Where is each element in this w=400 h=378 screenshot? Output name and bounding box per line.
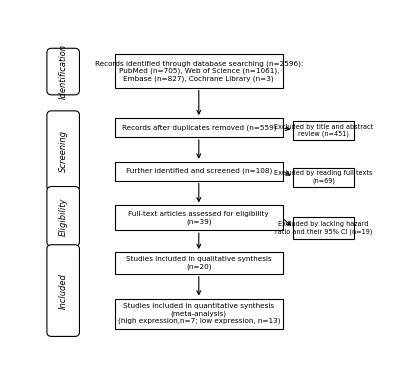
FancyBboxPatch shape — [115, 206, 282, 230]
FancyBboxPatch shape — [293, 121, 354, 140]
FancyBboxPatch shape — [47, 245, 80, 336]
Text: Records identified through database searching (n=2596):
PubMed (n=705), Web of S: Records identified through database sear… — [95, 60, 303, 82]
Text: Full-text articles assessed for eligibility
(n=39): Full-text articles assessed for eligibil… — [128, 211, 269, 225]
Text: Screening: Screening — [59, 130, 68, 172]
Text: Excluded by title and abstract
review (n=451): Excluded by title and abstract review (n… — [274, 124, 373, 137]
Text: Excluded by lacking hazard
ratio and their 95% CI (n=19): Excluded by lacking hazard ratio and the… — [275, 221, 372, 235]
Text: Studies included in qualitative synthesis
(n=20): Studies included in qualitative synthesi… — [126, 256, 272, 270]
FancyBboxPatch shape — [115, 252, 282, 274]
Text: Excluded by reading full texts
(n=69): Excluded by reading full texts (n=69) — [274, 170, 373, 184]
Text: Eligibility: Eligibility — [59, 197, 68, 235]
FancyBboxPatch shape — [115, 118, 282, 137]
FancyBboxPatch shape — [47, 186, 80, 246]
Text: Identification: Identification — [59, 44, 68, 99]
FancyBboxPatch shape — [115, 162, 282, 181]
FancyBboxPatch shape — [115, 299, 282, 329]
FancyBboxPatch shape — [115, 54, 282, 88]
Text: Included: Included — [59, 273, 68, 308]
Text: Further identified and screened (n=108): Further identified and screened (n=108) — [126, 168, 272, 175]
Text: Studies included in quantitative synthesis
(meta-analysis)
(high expression,n=7;: Studies included in quantitative synthes… — [118, 304, 280, 324]
FancyBboxPatch shape — [293, 217, 354, 239]
FancyBboxPatch shape — [47, 48, 80, 95]
FancyBboxPatch shape — [47, 111, 80, 191]
FancyBboxPatch shape — [293, 167, 354, 186]
Text: Records after duplicates removed (n=559): Records after duplicates removed (n=559) — [122, 124, 276, 131]
